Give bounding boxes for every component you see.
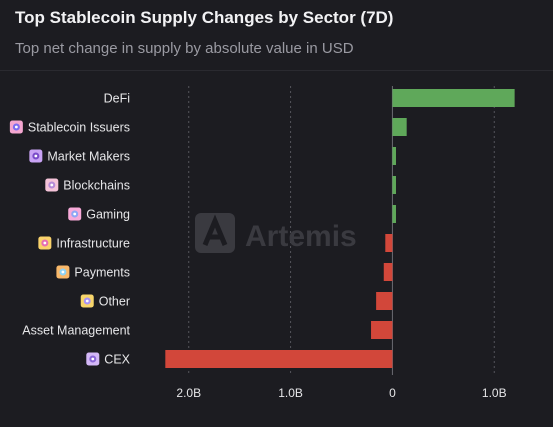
payments-icon [56, 265, 70, 279]
bar-cex[interactable] [165, 350, 393, 368]
chart-title: Top Stablecoin Supply Changes by Sector … [15, 8, 394, 27]
bar-infrastructure[interactable] [385, 234, 393, 252]
watermark-text: Artemis [245, 220, 357, 253]
bar-gaming[interactable] [392, 205, 396, 223]
bars [165, 89, 515, 368]
category-label: Market Makers [47, 150, 130, 164]
category-label: Payments [74, 266, 130, 280]
bar-other[interactable] [376, 292, 393, 310]
x-tick-label: 1.0B [482, 386, 507, 400]
x-tick-label: 1.0B [278, 386, 303, 400]
category-label: Asset Management [22, 324, 130, 338]
other-icon [80, 294, 94, 308]
gaming-icon [68, 207, 82, 221]
bar-asset-management[interactable] [371, 321, 393, 339]
bar-market-makers[interactable] [392, 147, 396, 165]
blockchains-icon [45, 178, 59, 192]
bar-stablecoin-issuers[interactable] [392, 118, 407, 136]
x-tick-label: 2.0B [176, 386, 201, 400]
header-divider [0, 70, 553, 71]
chart-subtitle: Top net change in supply by absolute val… [15, 40, 354, 57]
artemis-logo-glyph [202, 214, 228, 246]
category-label: Gaming [86, 208, 130, 222]
x-tick-label: 0 [389, 386, 396, 400]
category-label: DeFi [104, 92, 130, 106]
x-axis-ticks: 2.0B 1.0B 0 1.0B [176, 386, 506, 400]
category-label: Blockchains [63, 179, 130, 193]
infrastructure-icon [38, 236, 52, 250]
cex-icon [86, 352, 100, 366]
bar-blockchains[interactable] [392, 176, 396, 194]
bar-defi[interactable] [392, 89, 515, 107]
category-label: CEX [104, 353, 130, 367]
bar-payments[interactable] [383, 263, 393, 281]
artemis-watermark: Artemis [195, 213, 357, 253]
category-label: Infrastructure [56, 237, 130, 251]
market-makers-icon [29, 149, 43, 163]
category-label: Stablecoin Issuers [28, 121, 130, 135]
category-label: Other [99, 295, 130, 309]
category-labels: DeFi Stablecoin Issuers Market Makers Block… [9, 92, 131, 367]
stablecoin-issuers-icon [9, 120, 23, 134]
